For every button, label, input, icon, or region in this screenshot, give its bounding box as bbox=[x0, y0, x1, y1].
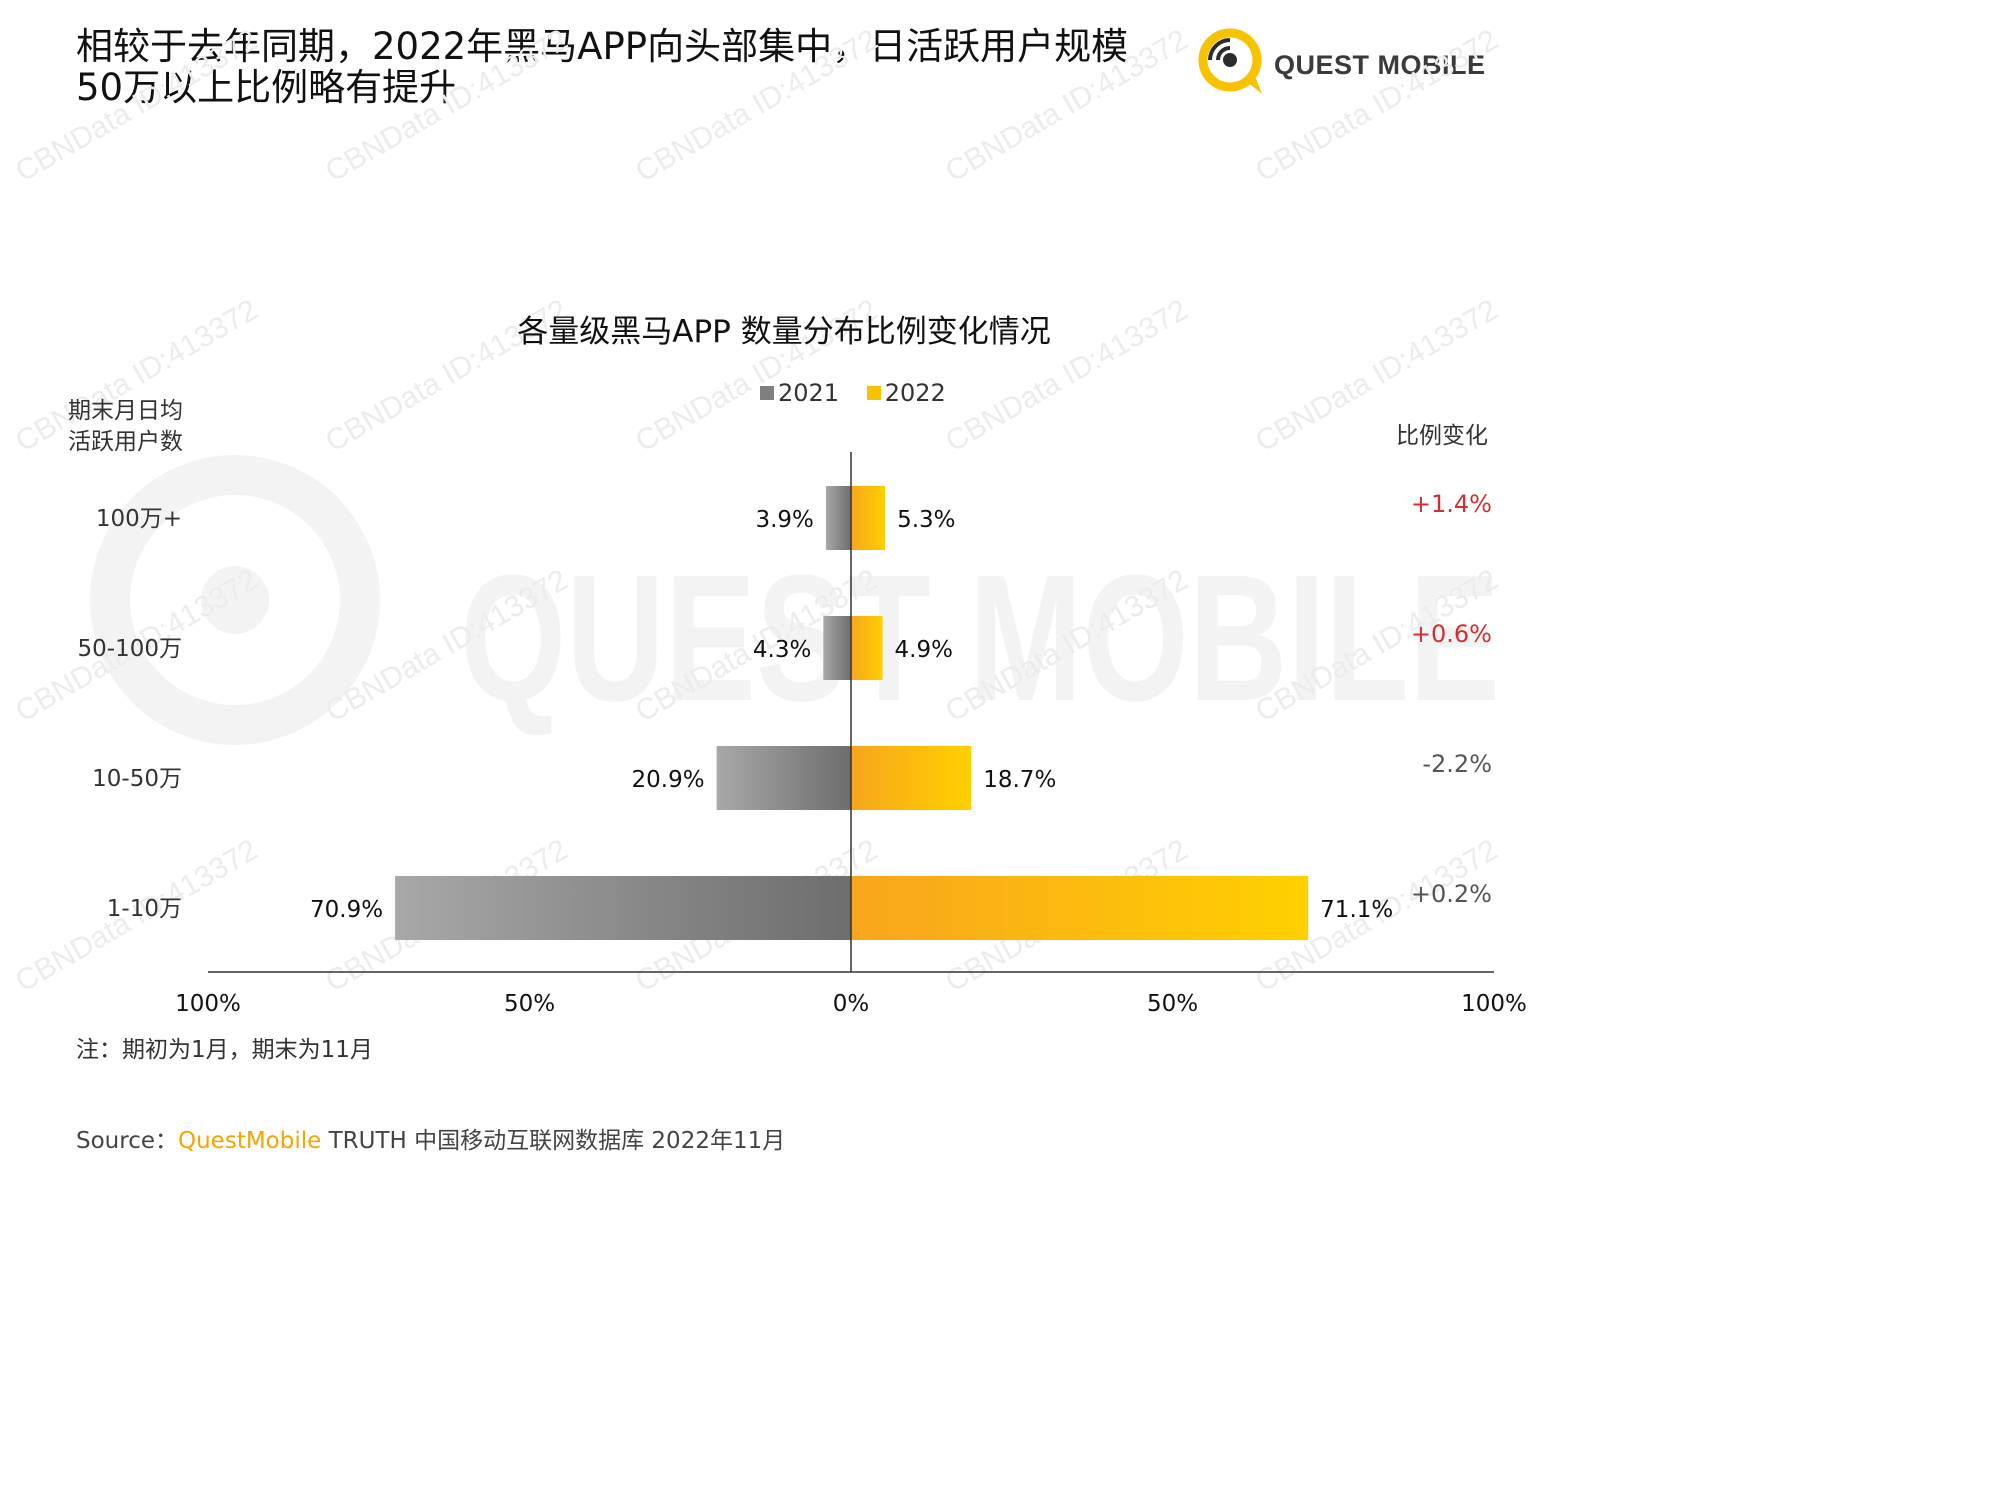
questmobile-logo-icon bbox=[1198, 28, 1262, 94]
source-prefix: Source： bbox=[76, 1128, 178, 1154]
change-label-1: +0.6% bbox=[1411, 620, 1492, 648]
bar-2021-1 bbox=[823, 616, 851, 680]
legend-label-2022: 2022 bbox=[884, 379, 946, 407]
source-line: Source：QuestMobile TRUTH 中国移动互联网数据库 2022… bbox=[76, 1121, 785, 1155]
bar-label-2022-0: 5.3% bbox=[897, 507, 955, 533]
x-tick-label-4: 100% bbox=[1461, 991, 1527, 1017]
bar-label-2022-3: 71.1% bbox=[1320, 897, 1393, 923]
y-axis-title-line-2: 活跃用户数 bbox=[68, 429, 183, 455]
bar-label-2022-2: 18.7% bbox=[983, 767, 1056, 793]
change-label-2: -2.2% bbox=[1422, 750, 1492, 778]
bar-label-2021-1: 4.3% bbox=[753, 637, 811, 663]
bar-2021-3 bbox=[395, 876, 851, 940]
legend-swatch-2022 bbox=[866, 386, 881, 400]
change-label-0: +1.4% bbox=[1411, 490, 1492, 518]
bar-2021-0 bbox=[825, 486, 851, 550]
title-line-2: 50万以上比例略有提升 bbox=[76, 66, 457, 109]
logo-wordmark: QUEST MOBILE bbox=[1274, 50, 1486, 80]
bar-2021-2 bbox=[716, 746, 851, 810]
bars-group: 3.9% 5.3% 100万+ +1.4% 4.3% 4.9% 50-100万 +0.6% 20… bbox=[78, 486, 1492, 940]
change-label-3: +0.2% bbox=[1411, 880, 1492, 908]
legend-label-2021: 2021 bbox=[778, 379, 840, 407]
bar-2022-3 bbox=[851, 876, 1309, 940]
bar-label-2021-3: 70.9% bbox=[310, 897, 383, 923]
category-label-1: 50-100万 bbox=[78, 636, 182, 662]
chart-legend: 2021 2022 bbox=[760, 378, 966, 408]
bar-2022-1 bbox=[851, 616, 883, 680]
legend-item-2022: 2022 bbox=[866, 378, 946, 407]
bar-label-2022-1: 4.9% bbox=[895, 637, 953, 663]
legend-swatch-2021 bbox=[760, 386, 774, 400]
questmobile-logo: QUEST MOBILE bbox=[1188, 24, 1518, 96]
butterfly-bar-chart: 3.9% 5.3% 100万+ +1.4% 4.3% 4.9% 50-100万 +0.6% 20… bbox=[78, 452, 1527, 1017]
x-tick-label-3: 50% bbox=[1147, 991, 1198, 1017]
category-label-2: 10-50万 bbox=[92, 766, 182, 792]
bar-2022-0 bbox=[851, 486, 886, 550]
axes-group: 100% 50% 0% 50% 100% bbox=[175, 452, 1527, 1017]
x-tick-label-1: 50% bbox=[504, 991, 555, 1017]
legend-item-2021: 2021 bbox=[760, 378, 839, 407]
y-axis-title: 期末月日均 活跃用户数 bbox=[68, 396, 248, 458]
bar-label-2021-0: 3.9% bbox=[755, 507, 813, 533]
source-brand: QuestMobile bbox=[178, 1128, 322, 1154]
bar-2022-2 bbox=[851, 746, 972, 810]
change-column-header: 比例变化 bbox=[1396, 423, 1488, 449]
x-tick-label-0: 100% bbox=[175, 991, 241, 1017]
title-line-1: 相较于去年同期，2022年黑马APP向头部集中，日活跃用户规模 bbox=[76, 25, 1129, 68]
category-label-3: 1-10万 bbox=[107, 896, 182, 922]
source-rest: TRUTH 中国移动互联网数据库 2022年11月 bbox=[321, 1128, 786, 1154]
x-tick-label-2: 0% bbox=[833, 991, 870, 1017]
bar-label-2021-2: 20.9% bbox=[632, 767, 705, 793]
chart-title: 各量级黑马APP 数量分布比例变化情况 bbox=[517, 314, 1051, 350]
footnote: 注：期初为1月，期末为11月 bbox=[76, 1037, 373, 1063]
page-title: 相较于去年同期，2022年黑马APP向头部集中，日活跃用户规模 50万以上比例略… bbox=[76, 26, 1196, 108]
category-label-0: 100万+ bbox=[96, 506, 182, 532]
y-axis-title-line-1: 期末月日均 bbox=[68, 398, 183, 424]
